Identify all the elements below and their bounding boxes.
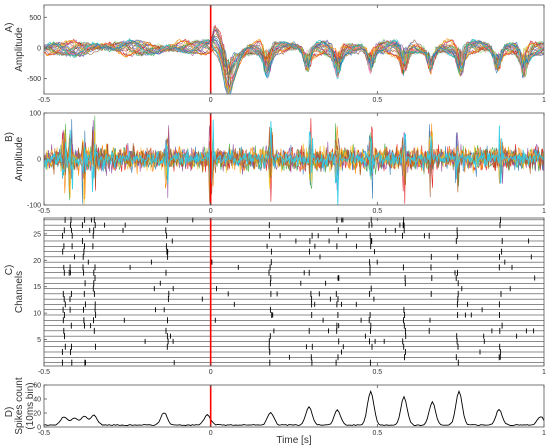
panel-a-trace-22	[43, 38, 545, 95]
panel-b-xtick-label-3: 1	[542, 208, 546, 215]
panel-d-ylabel: Spikes count	[14, 377, 25, 434]
panel-c-spikes-28	[64, 216, 501, 223]
x-axis-label: Time [s]	[276, 435, 311, 446]
panel-b-ticks: -0.5 0 0.5 1 100 0 -100	[27, 111, 546, 216]
panel-d-ylabel2: (10ms bin)	[25, 382, 36, 429]
panel-d-xtick-label-0: -0.5	[38, 430, 50, 437]
panel-c-spikes-8	[70, 322, 503, 329]
panel-a-label: A)	[4, 23, 15, 33]
panel-c-rasters	[44, 216, 544, 366]
panel-b-ytick-label-1: 0	[37, 157, 41, 164]
panel-c-spikes-10	[63, 312, 500, 318]
panel-a-frame	[43, 4, 545, 95]
panel-c-ticks: -0.5 0 0.5 1 25 20 15 10 5	[33, 218, 546, 376]
panel-a-trace-7	[43, 28, 545, 82]
panel-a-ticks: -0.5 0 0.5 1 500 0 -500	[27, 5, 546, 104]
panel-c-spikes-11	[62, 306, 483, 313]
panel-c-ytick-label-3: 10	[33, 311, 41, 318]
panel-b-ytick-label-2: -100	[27, 203, 41, 210]
panel-c-spikes-17	[94, 275, 536, 281]
panel-c-label: C)	[4, 265, 15, 276]
panel-b-xtick-label-2: 0.5	[372, 208, 382, 215]
panel-c-spikes-2	[288, 354, 501, 361]
panel-c-xtick-label-0: -0.5	[38, 369, 50, 376]
panel-b-xtick-label-0: -0.5	[38, 208, 50, 215]
panel-d-xtick-label-2: 0.5	[372, 430, 382, 437]
panel-a-trace-8	[43, 34, 545, 79]
panel-a-ylabel: Amplitude	[14, 27, 25, 72]
panel-d-ytick-label-2: 20	[33, 411, 41, 418]
panel-d-ytick-label-1: 40	[33, 397, 41, 404]
panel-c-spikes-14	[62, 290, 502, 297]
panel-c-spikes-26	[63, 227, 458, 234]
panel-c-spikes-22	[62, 248, 503, 255]
panel-b-trace-7	[43, 119, 545, 206]
panel-b-ytick-label-0: 100	[29, 111, 41, 118]
panel-c-spikes-23	[63, 243, 372, 250]
panel-d-ytick-label-0: 60	[33, 383, 41, 390]
panel-b-traces	[43, 115, 545, 206]
panel-c-spikes-27	[70, 222, 501, 229]
panel-c-spikes-18	[63, 269, 458, 276]
panel-b-xtick-label-1: 0	[209, 208, 213, 215]
panel-a-ytick-label-2: -500	[27, 76, 41, 83]
panel-d-xtick-label-1: 0	[209, 430, 213, 437]
panel-a-trace-27	[43, 39, 545, 95]
panel-a-xtick-label-2: 0.5	[372, 97, 382, 104]
panel-a-xtick-label-3: 1	[542, 97, 546, 104]
panel-a-ytick-label-1: 0	[37, 45, 41, 52]
panel-c-spikes-13	[63, 296, 459, 303]
panel-c-xtick-label-1: 0	[209, 369, 213, 376]
panel-b: -0.5 0 0.5 1 100 0 -100 B) Amplitude	[4, 111, 546, 216]
panel-c-spikes-5	[144, 338, 485, 345]
panel-c-ytick-label-2: 15	[33, 284, 41, 291]
panel-b-label: B)	[4, 132, 15, 142]
panel-c-ylabel: Channels	[14, 271, 25, 313]
panel-a-traces	[43, 24, 545, 95]
panel-d-spike-count-line	[43, 390, 545, 427]
panel-c-xtick-label-2: 0.5	[372, 369, 382, 376]
panel-d-ytick-label-3: 0	[37, 425, 41, 432]
panel-c: -0.5 0 0.5 1 25 20 15 10 5 C) Channels	[4, 216, 546, 376]
panel-c-spikes-15	[92, 285, 511, 292]
panel-a: -0.5 0 0.5 1 500 0 -500 A) Amplitude	[4, 4, 546, 104]
panel-c-spikes-7	[63, 327, 535, 334]
panel-c-spikes-6	[64, 333, 518, 340]
panel-a-trace-23	[43, 40, 545, 89]
panel-c-spikes-20	[87, 259, 506, 266]
panel-c-spikes-4	[64, 343, 501, 350]
panel-a-ytick-label-0: 500	[29, 15, 41, 22]
panel-c-spikes-21	[74, 253, 532, 260]
panel-d-label: D)	[4, 407, 15, 418]
panel-a-xtick-label-0: -0.5	[38, 97, 50, 104]
panel-b-trace-5	[43, 125, 545, 206]
panel-c-ytick-label-0: 25	[33, 231, 41, 238]
panel-c-spikes-24	[82, 238, 530, 244]
panel-c-spikes-25	[62, 232, 458, 239]
panel-c-frame	[43, 217, 545, 367]
panel-d-xtick-label-3: 1	[542, 430, 546, 437]
panel-c-spikes-3	[61, 349, 501, 355]
panel-c-ytick-label-1: 20	[33, 258, 41, 265]
panel-a-xtick-label-1: 0	[209, 97, 213, 104]
panel-c-spikes-16	[84, 280, 459, 287]
panel-c-spikes-19	[63, 264, 513, 271]
panel-c-ytick-label-4: 5	[37, 337, 41, 344]
panel-c-spikes-12	[64, 301, 500, 308]
panel-c-spikes-9	[62, 317, 431, 324]
panel-b-ylabel: Amplitude	[14, 136, 25, 181]
panel-d-histogram	[43, 390, 545, 427]
panel-d-frame	[43, 384, 545, 428]
panel-c-xtick-label-3: 1	[542, 369, 546, 376]
panel-c-spikes-1	[61, 359, 459, 366]
